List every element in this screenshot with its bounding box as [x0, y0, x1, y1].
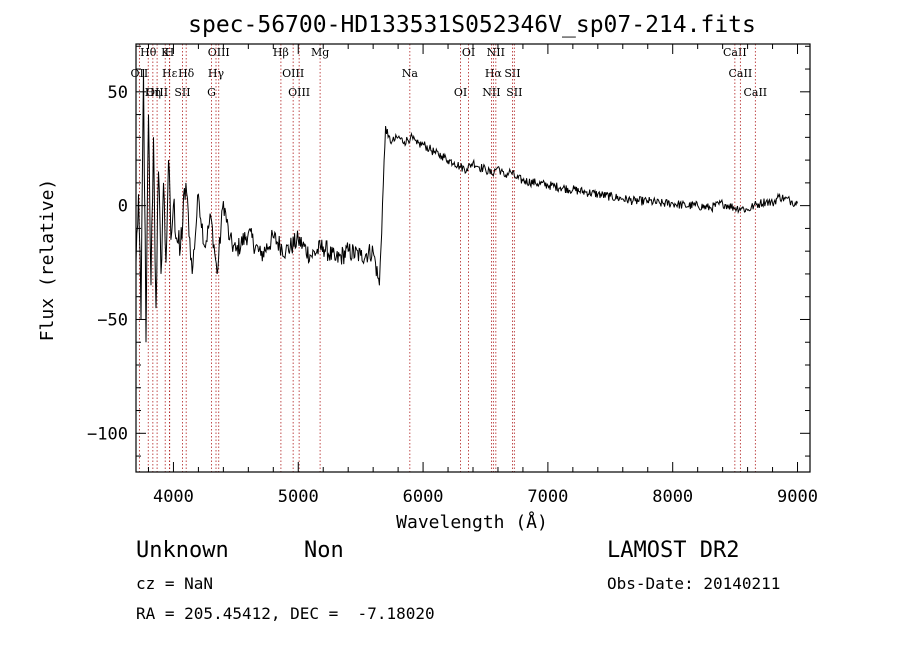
subclass-label: Non	[304, 538, 344, 563]
flux-series-line	[135, 68, 798, 343]
spectral-line-label: OIII	[146, 86, 168, 99]
spectral-line-label: H	[165, 46, 175, 59]
spectral-line-label: Hβ	[273, 46, 289, 59]
spectral-line-label: Hα	[485, 67, 503, 80]
spectral-line-label: SII	[174, 86, 190, 99]
x-tick-label: 8000	[652, 487, 693, 507]
survey-label: LAMOST DR2	[607, 538, 740, 563]
y-tick-label: 0	[118, 197, 128, 217]
x-tick-label: 4000	[153, 487, 194, 507]
spectral-line-label: CaII	[743, 86, 767, 99]
y-tick-label: 50	[108, 83, 128, 103]
y-axis-label: Flux (relative)	[37, 179, 58, 342]
spectral-line-label: Na	[402, 67, 419, 80]
spectral-line-label: K	[161, 46, 170, 59]
spectral-line-label: Hγ	[208, 67, 225, 80]
spectral-line-label: NII	[487, 46, 505, 59]
x-tick-label: 5000	[278, 487, 319, 507]
spectral-line-label: G	[207, 86, 216, 99]
spectral-line-label: CaII	[723, 46, 747, 59]
spectral-line-label: SII	[504, 67, 520, 80]
plot-frame	[135, 43, 811, 473]
spectral-line-label: NII	[482, 86, 500, 99]
obs-date-label: Obs-Date: 20140211	[607, 574, 781, 593]
x-tick-label: 9000	[777, 487, 818, 507]
spectral-line-label: OIII	[208, 46, 230, 59]
redshift-label: cz = NaN	[136, 574, 214, 593]
class-label: Unknown	[136, 538, 229, 563]
x-tick-label: 7000	[527, 487, 568, 507]
spectral-line-label: Hδ	[178, 67, 195, 80]
spectral-line-label: OIII	[288, 86, 310, 99]
spectral-line-label: OIII	[282, 67, 304, 80]
spectral-line-label: SII	[506, 86, 522, 99]
y-tick-label: −100	[87, 424, 128, 444]
x-tick-label: 6000	[403, 487, 444, 507]
spectral-line-label: OI	[462, 46, 475, 59]
chart-title: spec-56700-HD133531S052346V_sp07-214.fit…	[188, 12, 756, 38]
x-axis-label: Wavelength (Å)	[396, 511, 548, 533]
spectral-line-label: CaII	[729, 67, 753, 80]
coords-label: RA = 205.45412, DEC = -7.18020	[136, 604, 435, 623]
spectral-line-label: OI	[454, 86, 467, 99]
y-tick-label: −50	[97, 310, 128, 330]
spectral-line-label: Hη	[145, 86, 161, 99]
spectral-line-label: Mg	[311, 46, 329, 59]
